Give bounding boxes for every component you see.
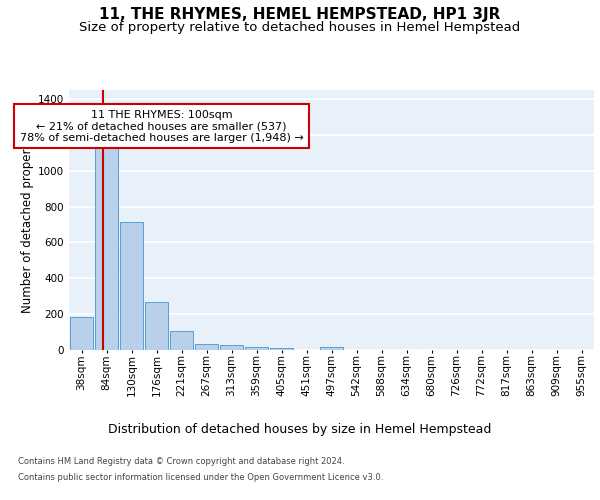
Bar (320, 348, 343, 350)
Bar (120, 222, 143, 350)
Y-axis label: Number of detached properties: Number of detached properties (21, 127, 34, 313)
Bar (170, 331, 193, 350)
Text: Distribution of detached houses by size in Hemel Hempstead: Distribution of detached houses by size … (109, 422, 491, 436)
Text: Contains HM Land Registry data © Crown copyright and database right 2024.: Contains HM Land Registry data © Crown c… (18, 458, 344, 466)
Bar (145, 302, 168, 350)
Bar (245, 348, 268, 350)
Bar (220, 345, 243, 350)
Text: 11 THE RHYMES: 100sqm
← 21% of detached houses are smaller (537)
78% of semi-det: 11 THE RHYMES: 100sqm ← 21% of detached … (20, 110, 304, 143)
Bar (70, 317, 93, 350)
Bar (95, 144, 118, 350)
Bar (270, 348, 293, 350)
Text: Contains public sector information licensed under the Open Government Licence v3: Contains public sector information licen… (18, 472, 383, 482)
Bar (195, 344, 218, 350)
Text: 11, THE RHYMES, HEMEL HEMPSTEAD, HP1 3JR: 11, THE RHYMES, HEMEL HEMPSTEAD, HP1 3JR (100, 8, 500, 22)
Text: Size of property relative to detached houses in Hemel Hempstead: Size of property relative to detached ho… (79, 21, 521, 34)
